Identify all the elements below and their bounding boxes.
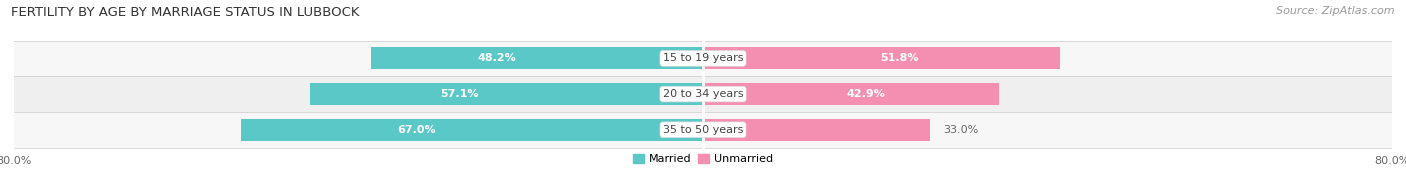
Bar: [14, 112, 1392, 148]
Text: 15 to 19 years: 15 to 19 years: [662, 54, 744, 64]
Bar: [703, 83, 998, 105]
Text: 48.2%: 48.2%: [478, 54, 516, 64]
Bar: [703, 119, 931, 141]
Bar: [14, 41, 1392, 76]
Legend: Married, Unmarried: Married, Unmarried: [628, 149, 778, 169]
Bar: [309, 83, 703, 105]
Text: 51.8%: 51.8%: [880, 54, 918, 64]
Text: FERTILITY BY AGE BY MARRIAGE STATUS IN LUBBOCK: FERTILITY BY AGE BY MARRIAGE STATUS IN L…: [11, 6, 360, 19]
Bar: [14, 76, 1392, 112]
Text: 42.9%: 42.9%: [846, 89, 884, 99]
Text: 67.0%: 67.0%: [398, 125, 436, 135]
Bar: [371, 47, 703, 70]
Bar: [703, 47, 1060, 70]
Text: 35 to 50 years: 35 to 50 years: [662, 125, 744, 135]
Bar: [242, 119, 703, 141]
Text: 20 to 34 years: 20 to 34 years: [662, 89, 744, 99]
Text: 33.0%: 33.0%: [943, 125, 979, 135]
Text: Source: ZipAtlas.com: Source: ZipAtlas.com: [1277, 6, 1395, 16]
Text: 57.1%: 57.1%: [440, 89, 478, 99]
